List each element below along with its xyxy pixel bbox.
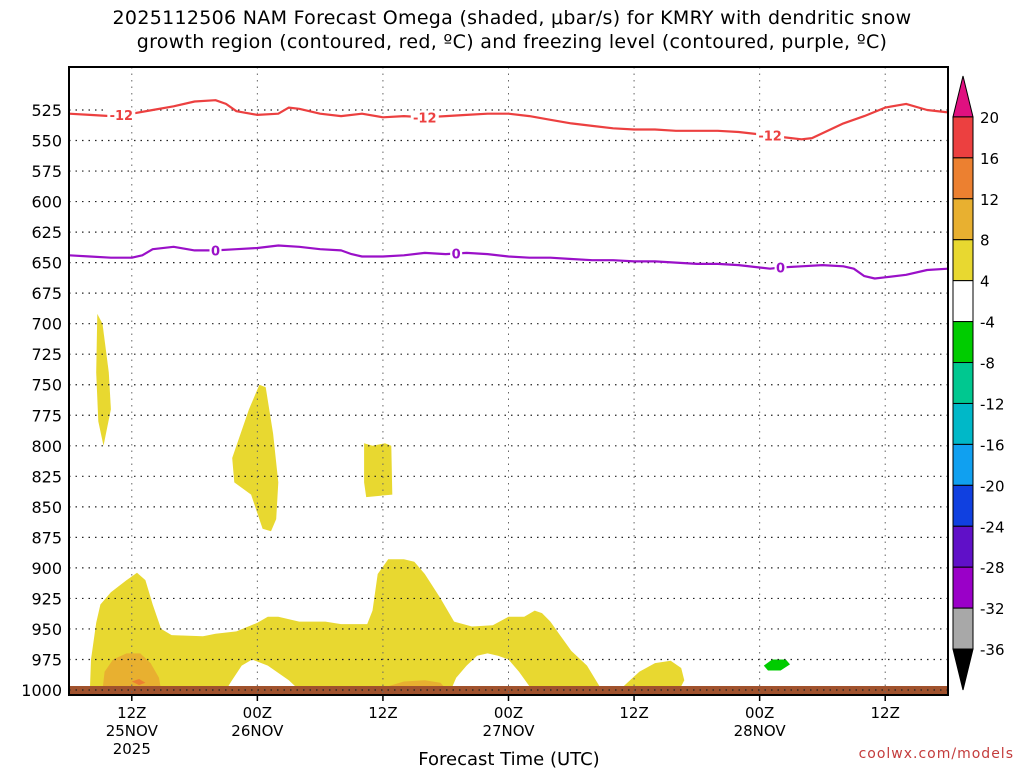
contour-layer: -12 -12 -12 0 0 0 xyxy=(69,99,948,280)
colorbar-label-7: -12 xyxy=(980,395,1005,413)
colorbar-label-6: -8 xyxy=(980,355,995,373)
colorbar-label-0: 20 xyxy=(980,109,999,127)
x-date-label-18: 26NOV xyxy=(231,722,284,740)
colorbar-cell-5 xyxy=(952,280,974,323)
title-line-2: growth region (contoured, red, ºC) and f… xyxy=(136,31,888,53)
colorbar-label-8: -16 xyxy=(980,436,1005,454)
y-tick-label-925: 925 xyxy=(31,589,62,608)
colorbar-cell-2 xyxy=(952,157,974,200)
contour-label-bg-1-1 xyxy=(450,246,463,261)
colorbar-label-2: 12 xyxy=(980,191,999,209)
y-tick-label-650: 650 xyxy=(31,254,62,273)
colorbar-cell-0 xyxy=(952,75,974,118)
colorbar-cell-1 xyxy=(952,116,974,159)
y-tick-label-775: 775 xyxy=(31,406,62,425)
colorbar-cell-7 xyxy=(952,362,974,404)
x-date-label-66: 28NOV xyxy=(734,722,787,740)
colorbar-cell-11 xyxy=(952,525,974,568)
omega-region-7 xyxy=(131,679,146,686)
title-line-1: 2025112506 NAM Forecast Omega (shaded, μ… xyxy=(112,7,912,29)
colorbar-label-4: 4 xyxy=(980,273,990,291)
x-tick-label-30: 12Z xyxy=(368,704,397,722)
x-axis-label: Forecast Time (UTC) xyxy=(418,749,599,768)
colorbar-label-13: -36 xyxy=(980,641,1005,659)
grid-lines xyxy=(69,67,948,695)
colorbar-cell-8 xyxy=(952,402,974,445)
credit-text: coolwx.com/models xyxy=(858,746,1014,762)
contour-label-1-1: 0 xyxy=(452,247,461,262)
contour-label-0-0: -12 xyxy=(110,109,134,124)
x-tick-label-66: 00Z xyxy=(745,704,774,722)
contour-label-bg-1-0 xyxy=(209,243,222,258)
omega-shading-layer xyxy=(89,313,790,690)
contour-label-0-2: -12 xyxy=(758,130,782,145)
y-tick-label-575: 575 xyxy=(31,162,62,181)
colorbar-cell-12 xyxy=(952,566,974,609)
y-tick-label-850: 850 xyxy=(31,498,62,517)
omega-region-3 xyxy=(89,559,600,690)
y-tick-label-800: 800 xyxy=(31,437,62,456)
x-tick-label-6: 12Z xyxy=(117,704,146,722)
colorbar-label-3: 8 xyxy=(980,232,990,250)
contour-label-0-1: -12 xyxy=(413,111,437,126)
colorbar-cell-10 xyxy=(952,484,974,527)
contour-label-1-0: 0 xyxy=(211,244,220,259)
omega-region-4 xyxy=(623,660,685,687)
y-tick-label-875: 875 xyxy=(31,528,62,547)
contour-label-bg-0-0 xyxy=(107,107,136,122)
x-tick-label-18: 00Z xyxy=(243,704,272,722)
y-tick-label-725: 725 xyxy=(31,345,62,364)
colorbar-label-1: 16 xyxy=(980,150,999,168)
colorbar-label-10: -24 xyxy=(980,518,1005,536)
colorbar: 20 16 12 8 4 -4 -8 -12 -16 -20 -24 -28 -32 -36 xyxy=(952,75,1005,691)
chart-title: 2025112506 NAM Forecast Omega (shaded, μ… xyxy=(0,6,1024,54)
contour-line-0 xyxy=(69,99,948,141)
y-tick-label-975: 975 xyxy=(31,650,62,669)
x-year-label-6: 2025 xyxy=(113,740,151,758)
x-date-label-6: 25NOV xyxy=(106,722,159,740)
contour-label-1-2: 0 xyxy=(776,262,785,277)
contour-label-bg-0-2 xyxy=(756,128,785,143)
y-tick-label-1000: 1000 xyxy=(21,681,62,700)
contour-label-bg-0-1 xyxy=(410,110,439,125)
colorbar-cell-3 xyxy=(952,198,974,241)
x-tick-label-54: 12Z xyxy=(619,704,648,722)
ground-strip xyxy=(69,686,948,695)
y-tick-label-950: 950 xyxy=(31,620,62,639)
omega-region-0 xyxy=(96,313,111,446)
y-tick-label-625: 625 xyxy=(31,223,62,242)
x-tick-label-78: 12Z xyxy=(871,704,900,722)
y-tick-label-750: 750 xyxy=(31,376,62,395)
omega-region-2 xyxy=(364,443,393,498)
omega-region-1 xyxy=(232,384,279,532)
y-tick-label-700: 700 xyxy=(31,315,62,334)
colorbar-cell-4 xyxy=(952,239,974,282)
contour-label-bg-1-2 xyxy=(774,260,787,275)
y-tick-label-900: 900 xyxy=(31,559,62,578)
x-tick-label-42: 00Z xyxy=(494,704,523,722)
y-tick-label-675: 675 xyxy=(31,284,62,303)
omega-region-8 xyxy=(763,659,790,671)
colorbar-cell-13 xyxy=(952,607,974,650)
colorbar-label-5: -4 xyxy=(980,314,995,332)
colorbar-label-12: -32 xyxy=(980,600,1005,618)
y-tick-label-550: 550 xyxy=(31,132,62,151)
y-tick-label-825: 825 xyxy=(31,467,62,486)
colorbar-label-11: -28 xyxy=(980,559,1005,577)
x-date-label-42: 27NOV xyxy=(482,722,535,740)
axis-labels: 525 550 575 600 625 650 675 700 725 750 775 800 825 8… xyxy=(21,101,900,758)
omega-region-6 xyxy=(388,680,444,687)
colorbar-cell-6 xyxy=(952,321,974,364)
colorbar-cell-9 xyxy=(952,443,974,486)
y-tick-label-525: 525 xyxy=(31,101,62,120)
colorbar-label-9: -20 xyxy=(980,477,1005,495)
colorbar-cell-14 xyxy=(952,648,974,691)
y-tick-label-600: 600 xyxy=(31,193,62,212)
